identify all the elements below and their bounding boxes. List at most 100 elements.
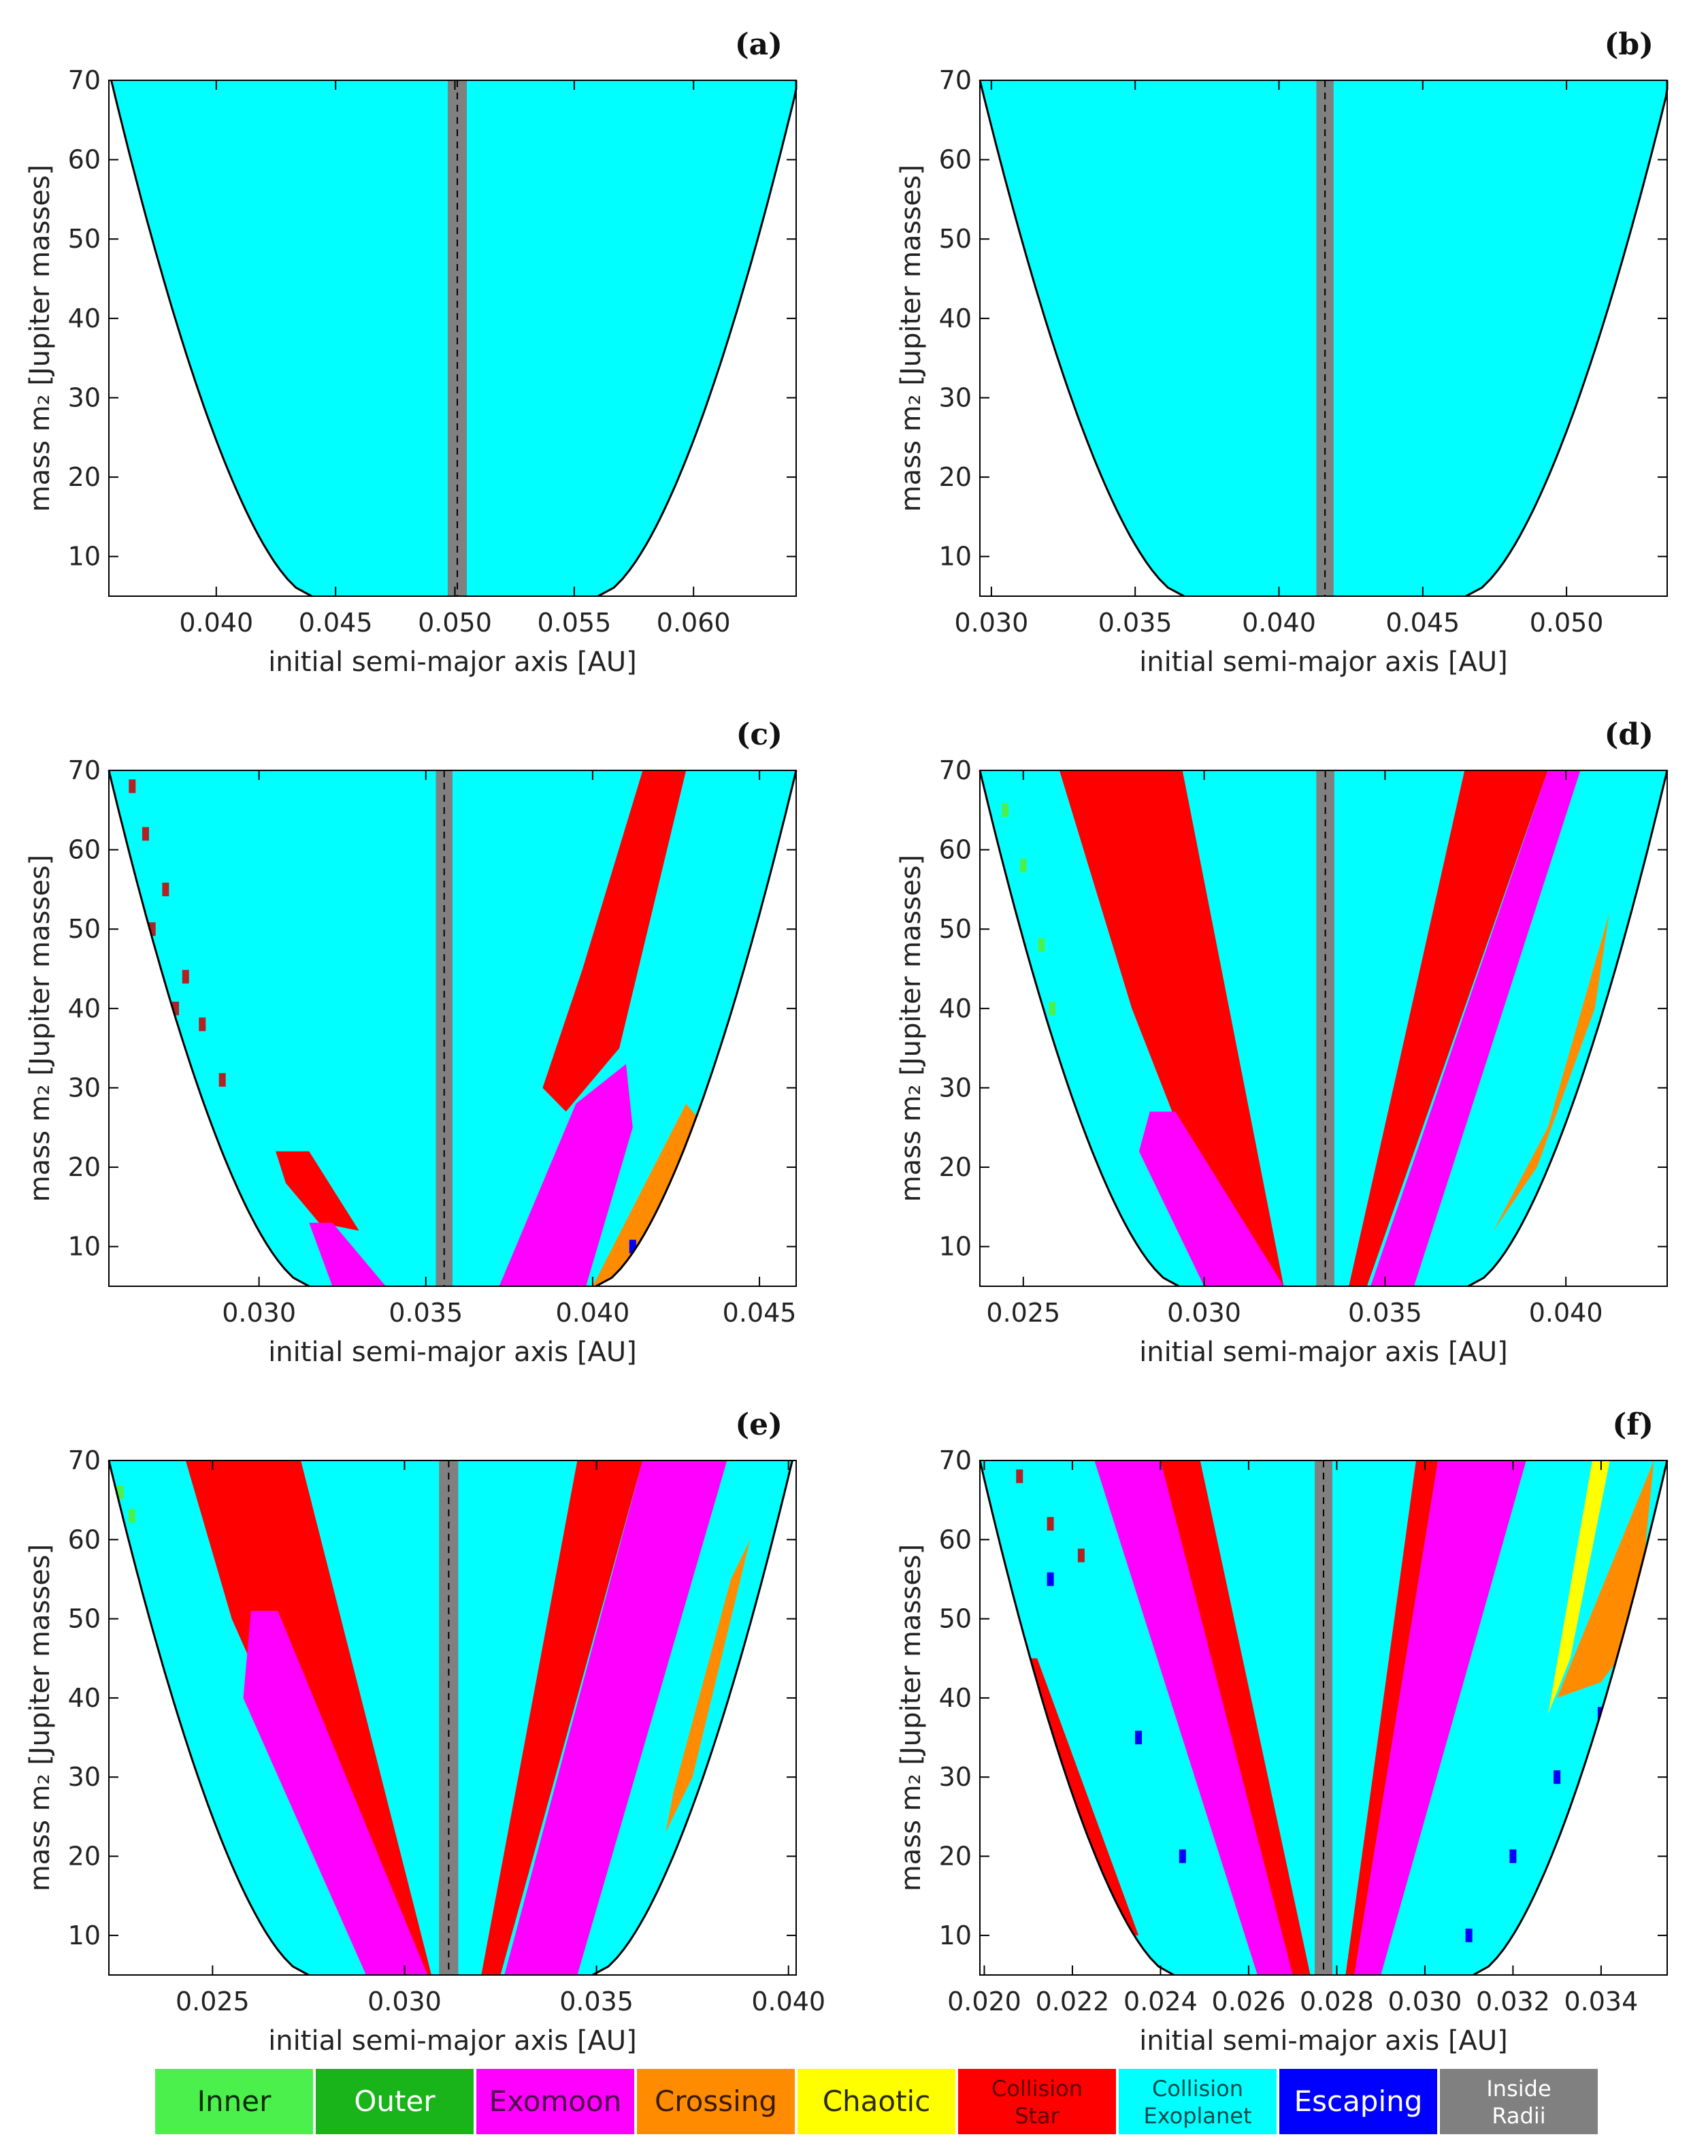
x-tick-label: 0.025	[986, 1298, 1060, 1328]
x-tick-label: 0.060	[657, 608, 731, 638]
panel-label: (d)	[1605, 717, 1654, 752]
panel-label: (c)	[736, 717, 783, 752]
panel-e: 0.025 0.030 0.035 0.040 10 20 30 40 50 60 70 initia…	[24, 1407, 825, 2057]
y-tick-label: 40	[68, 994, 101, 1024]
panel-f: 0.020 0.022 0.024 0.026 0.028 0.030 0.032 0.034…	[896, 1407, 1669, 2057]
panel-label: (e)	[735, 1407, 783, 1442]
collision-star-region	[1160, 1460, 1311, 1975]
scatter-point	[1002, 803, 1009, 817]
crossing-region	[666, 1539, 751, 1833]
y-tick-label: 20	[68, 1842, 101, 1872]
x-tick-label: 0.030	[1167, 1298, 1241, 1328]
legend-label: Chaotic	[823, 2085, 931, 2118]
legend-label-line1: Collision	[1152, 2076, 1243, 2102]
y-axis-label: mass m₂ [Jupiter masses]	[896, 165, 927, 512]
y-tick-label: 60	[68, 145, 101, 175]
y-tick-label: 70	[68, 65, 101, 95]
exomoon-region	[1094, 1460, 1302, 1975]
boundary-right	[595, 770, 798, 1288]
x-tick-label: 0.026	[1212, 1987, 1286, 2016]
boundary-right	[1465, 80, 1669, 598]
panel-d: 0.025 0.030 0.035 0.040 10 20 30 40 50 60 70 initia…	[896, 717, 1669, 1368]
y-tick-label: 50	[939, 914, 972, 944]
legend-swatch	[637, 2069, 795, 2134]
x-tick-label: 0.030	[955, 608, 1029, 638]
x-tick-label: 0.045	[723, 1298, 797, 1328]
x-tick-label: 0.040	[1242, 608, 1316, 638]
y-tick-label: 70	[939, 65, 972, 95]
legend-item-crossing: Crossing	[637, 2069, 795, 2134]
x-tick-label: 0.025	[176, 1987, 250, 2016]
y-tick-label: 50	[68, 1604, 101, 1634]
x-tick-label: 0.040	[751, 1987, 825, 2016]
x-tick-label: 0.035	[389, 1298, 463, 1328]
y-tick-label: 30	[68, 1073, 101, 1102]
legend-label-line2: Radii	[1492, 2103, 1545, 2129]
x-tick-label: 0.055	[537, 608, 611, 638]
y-tick-label: 20	[939, 1152, 972, 1182]
crossing-region	[592, 1103, 706, 1286]
x-axis-label: initial semi-major axis [AU]	[268, 2025, 637, 2057]
y-tick-label: 60	[939, 1524, 972, 1554]
y-tick-label: 10	[939, 1232, 972, 1262]
legend-swatch	[1279, 2069, 1437, 2134]
scatter-point	[116, 1485, 124, 1499]
x-tick-label: 0.040	[1529, 1298, 1603, 1328]
scatter-point	[142, 827, 149, 841]
chaotic-region	[1548, 1460, 1610, 1714]
scatter-point	[218, 1073, 226, 1087]
y-axis-label: mass m₂ [Jupiter masses]	[24, 1544, 56, 1892]
y-tick-label: 10	[68, 1232, 101, 1262]
y-tick-label: 60	[939, 835, 972, 865]
scatter-point	[129, 779, 136, 794]
scatter-point	[1047, 1517, 1054, 1531]
legend-item-chaotic: Chaotic	[798, 2069, 955, 2134]
legend-item-exomoon: Exomoon	[476, 2069, 634, 2134]
x-axis-label: initial semi-major axis [AU]	[1139, 647, 1508, 678]
legend-swatch	[316, 2069, 474, 2134]
collision-star-region	[1059, 770, 1284, 1286]
exomoon-region	[1354, 1460, 1526, 1975]
x-axis-label: initial semi-major axis [AU]	[1139, 1337, 1508, 1368]
collision-star-region	[276, 1151, 359, 1231]
x-axis-label: initial semi-major axis [AU]	[268, 647, 637, 678]
y-tick-label: 10	[939, 542, 972, 572]
exomoon-region	[1370, 770, 1581, 1286]
axes-frame	[108, 80, 797, 597]
scatter-point	[162, 882, 169, 896]
boundary-left	[108, 1460, 310, 1976]
legend-swatch	[1440, 2069, 1598, 2134]
panel-label: (a)	[735, 27, 783, 62]
y-tick-label: 60	[939, 145, 972, 175]
boundary-left	[979, 770, 1180, 1288]
y-tick-label: 70	[939, 1446, 972, 1475]
y-tick-label: 30	[939, 1762, 972, 1792]
y-tick-label: 50	[68, 224, 101, 254]
boundary-right	[597, 80, 798, 598]
scatter-point	[199, 1017, 206, 1032]
x-tick-label: 0.035	[1098, 608, 1172, 638]
y-axis-label: mass m₂ [Jupiter masses]	[896, 1544, 927, 1892]
legend-item-escaping: Escaping	[1279, 2069, 1437, 2134]
legend-label: Inner	[197, 2085, 272, 2118]
legend-swatch	[798, 2069, 955, 2134]
legend-swatch	[1119, 2069, 1277, 2134]
exomoon-region	[309, 1222, 386, 1286]
x-tick-label: 0.032	[1476, 1987, 1550, 2016]
collision-star-region	[1349, 770, 1548, 1286]
y-tick-label: 20	[939, 1842, 972, 1872]
y-tick-label: 40	[939, 1683, 972, 1713]
collision-star-region	[542, 770, 687, 1112]
y-axis-label: mass m₂ [Jupiter masses]	[24, 855, 56, 1203]
scatter-point	[1038, 938, 1045, 952]
legend-swatch	[958, 2069, 1116, 2134]
y-tick-label: 50	[68, 914, 101, 944]
x-tick-label: 0.034	[1564, 1987, 1638, 2016]
y-tick-label: 20	[939, 462, 972, 492]
x-axis-label: initial semi-major axis [AU]	[268, 1337, 637, 1368]
boundary-right	[592, 1460, 793, 1976]
scatter-point	[1554, 1770, 1561, 1784]
